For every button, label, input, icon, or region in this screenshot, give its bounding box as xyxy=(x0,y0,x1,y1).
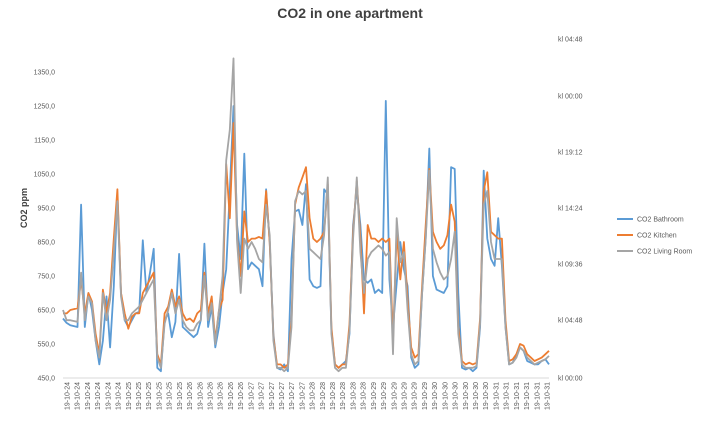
x-tick-label: 19-10-25 xyxy=(136,382,143,410)
x-tick-label: 19-10-31 xyxy=(493,382,500,410)
x-tick-label: 19-10-25 xyxy=(167,382,174,410)
x-axis-ticks: 19-10-24 19-10-24 19-10-24 19-10-24 19-10-24… xyxy=(65,382,552,410)
x-tick-label: 19-10-31 xyxy=(504,382,511,410)
x-tick-label: 19-10-29 xyxy=(402,382,409,410)
x-tick-label: 19-10-29 xyxy=(422,382,429,410)
series-line-2 xyxy=(63,122,550,369)
x-tick-label: 19-10-28 xyxy=(351,382,358,410)
y-tick-label: 1050,0 xyxy=(34,172,56,179)
x-tick-label: 19-10-27 xyxy=(269,382,276,410)
x-tick-label: 19-10-26 xyxy=(208,382,215,410)
x-tick-label: 19-10-25 xyxy=(156,382,163,410)
x-tick-label: 19-10-31 xyxy=(534,382,541,410)
x-tick-label: 19-10-25 xyxy=(126,382,133,410)
series-lines xyxy=(62,57,550,373)
x-tick-label: 19-10-27 xyxy=(289,382,296,410)
y-tick-label: 1250,0 xyxy=(34,104,56,111)
x-tick-label: 19-10-26 xyxy=(238,382,245,410)
series-line-3 xyxy=(62,57,550,373)
y-tick-label: 950,0 xyxy=(37,206,55,213)
legend-label: CO2 Kitchen xyxy=(637,233,677,240)
secondary-y-tick-label: kl 00:00 xyxy=(558,94,583,101)
secondary-y-tick-label: kl 19:12 xyxy=(558,150,583,157)
x-tick-label: 19-10-24 xyxy=(95,382,102,410)
y-tick-label: 750,0 xyxy=(37,274,55,281)
x-tick-label: 19-10-30 xyxy=(483,382,490,410)
x-tick-label: 19-10-28 xyxy=(310,382,317,410)
y-tick-label: 550,0 xyxy=(37,342,55,349)
secondary-y-axis-ticks: kl 00:00 kl 04:48 kl 09:36 kl 14:24 kl 19:12… xyxy=(558,37,583,383)
y-axis-ticks: 450,0 550,0 650,0 750,0 850,0 950,0 1050,0 1150… xyxy=(34,70,56,383)
series-line-1 xyxy=(62,100,550,373)
x-tick-label: 19-10-30 xyxy=(473,382,480,410)
x-tick-label: 19-10-24 xyxy=(105,382,112,410)
legend-label: CO2 Bathroom xyxy=(637,217,684,224)
y-axis-label: CO2 ppm xyxy=(19,188,29,228)
x-tick-label: 19-10-28 xyxy=(361,382,368,410)
x-tick-label: 19-10-25 xyxy=(177,382,184,410)
y-tick-label: 450,0 xyxy=(37,376,55,383)
x-tick-label: 19-10-28 xyxy=(320,382,327,410)
x-tick-label: 19-10-27 xyxy=(299,382,306,410)
y-tick-label: 850,0 xyxy=(37,240,55,247)
secondary-y-tick-label: kl 04:48 xyxy=(558,318,583,325)
x-tick-label: 19-10-28 xyxy=(340,382,347,410)
x-tick-label: 19-10-24 xyxy=(116,382,123,410)
x-tick-label: 19-10-24 xyxy=(85,382,92,410)
x-tick-label: 19-10-24 xyxy=(65,382,72,410)
y-tick-label: 1150,0 xyxy=(34,138,55,145)
secondary-y-tick-label: kl 00:00 xyxy=(558,376,583,383)
x-tick-label: 19-10-26 xyxy=(218,382,225,410)
x-tick-label: 19-10-30 xyxy=(453,382,460,410)
x-tick-label: 19-10-31 xyxy=(545,382,552,410)
x-tick-label: 19-10-29 xyxy=(381,382,388,410)
x-tick-label: 19-10-30 xyxy=(463,382,470,410)
legend-label: CO2 Living Room xyxy=(637,249,692,256)
x-tick-label: 19-10-26 xyxy=(187,382,194,410)
x-tick-label: 19-10-26 xyxy=(197,382,204,410)
secondary-y-tick-label: kl 04:48 xyxy=(558,37,583,44)
secondary-y-tick-label: kl 09:36 xyxy=(558,262,583,269)
x-tick-label: 19-10-31 xyxy=(514,382,521,410)
x-tick-label: 19-10-31 xyxy=(524,382,531,410)
x-tick-label: 19-10-25 xyxy=(146,382,153,410)
x-tick-label: 19-10-27 xyxy=(259,382,266,410)
y-tick-label: 1350,0 xyxy=(34,70,56,77)
x-tick-label: 19-10-27 xyxy=(279,382,286,410)
legend: CO2 Bathroom CO2 Kitchen CO2 Living Room xyxy=(617,217,692,256)
x-tick-label: 19-10-27 xyxy=(248,382,255,410)
x-tick-label: 19-10-29 xyxy=(371,382,378,410)
x-tick-label: 19-10-24 xyxy=(75,382,82,410)
x-tick-label: 19-10-30 xyxy=(442,382,449,410)
x-tick-label: 19-10-28 xyxy=(330,382,337,410)
secondary-y-tick-label: kl 14:24 xyxy=(558,206,583,213)
chart-title: CO2 in one apartment xyxy=(277,5,423,21)
x-tick-label: 19-10-26 xyxy=(228,382,235,410)
x-tick-label: 19-10-29 xyxy=(412,382,419,410)
y-tick-label: 650,0 xyxy=(37,308,55,315)
x-tick-label: 19-10-29 xyxy=(391,382,398,410)
x-tick-label: 19-10-30 xyxy=(432,382,439,410)
